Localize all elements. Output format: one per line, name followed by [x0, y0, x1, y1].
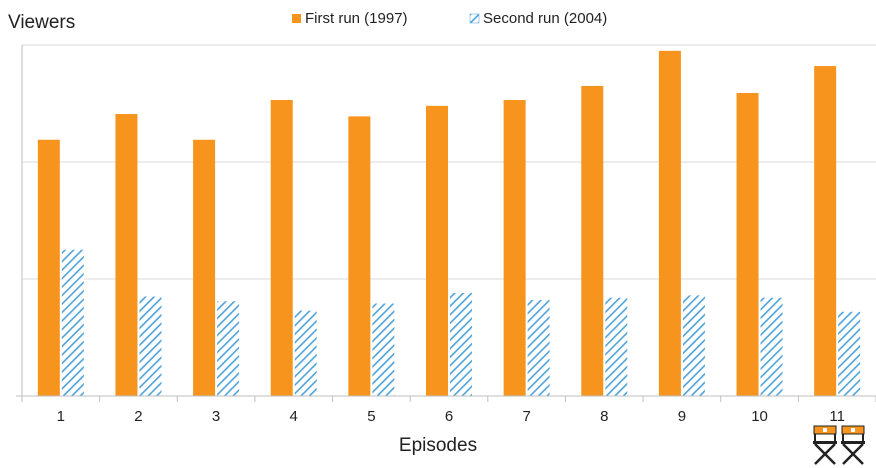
x-tick-label: 8 [600, 408, 608, 425]
x-tick-label: 3 [212, 408, 220, 425]
x-tick-label: 6 [445, 408, 453, 425]
bar-second-run [139, 297, 161, 396]
bar-second-run [838, 312, 860, 396]
x-tick-label: 5 [367, 408, 375, 425]
legend-item-first-run: First run (1997) [292, 10, 408, 27]
bar-second-run [372, 304, 394, 396]
legend-swatch-first-run [292, 14, 301, 23]
legend-item-second-run: Second run (2004) [470, 10, 607, 27]
bars [38, 51, 860, 396]
x-tick-labels: 1 2 3 4 5 6 7 8 9 10 11 [57, 408, 845, 425]
bar-second-run [528, 300, 550, 396]
bar-first-run [426, 106, 448, 396]
y-axis-title: Viewers [8, 12, 75, 33]
bar-first-run [271, 100, 293, 396]
x-tick-label: 1 [57, 408, 65, 425]
bar-first-run [504, 100, 526, 396]
x-tick-label: 2 [134, 408, 142, 425]
bar-first-run [348, 116, 370, 396]
x-tick-label: 11 [829, 408, 845, 425]
bar-second-run [761, 298, 783, 396]
bar-second-run [605, 298, 627, 396]
bar-second-run [62, 250, 84, 396]
bar-first-run [581, 86, 603, 396]
legend-label-second-run: Second run (2004) [483, 10, 607, 27]
bar-first-run [814, 66, 836, 396]
x-tick-label: 4 [290, 408, 298, 425]
bar-first-run [193, 140, 215, 396]
bar-second-run [450, 293, 472, 396]
legend: First run (1997) Second run (2004) [292, 10, 607, 27]
x-tick-label: 10 [751, 408, 768, 425]
x-tick-label: 9 [678, 408, 686, 425]
legend-swatch-second-run [470, 14, 479, 23]
directors-chairs-icon [813, 426, 865, 464]
x-axis-title: Episodes [399, 435, 477, 456]
bar-first-run [38, 140, 60, 396]
bar-first-run [115, 114, 137, 396]
bar-second-run [295, 311, 317, 396]
legend-label-first-run: First run (1997) [305, 10, 408, 27]
bar-first-run [737, 93, 759, 396]
bar-second-run [683, 295, 705, 396]
bar-second-run [217, 301, 239, 396]
bar-first-run [659, 51, 681, 396]
x-tick-label: 7 [522, 408, 530, 425]
